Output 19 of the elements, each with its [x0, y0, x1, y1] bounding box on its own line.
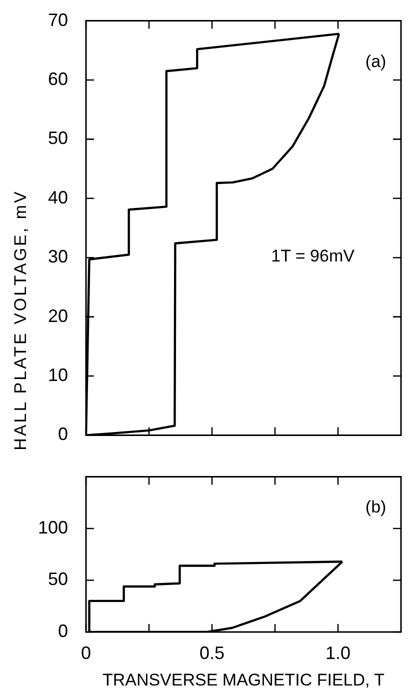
y-tick-label: 0	[58, 424, 68, 444]
y-tick-label: 70	[48, 10, 68, 30]
y-tick-label: 10	[48, 364, 68, 385]
y-axis-title: HALL PLATE VOLTAGE, mV	[11, 190, 31, 450]
annotation: (b)	[365, 498, 386, 517]
y-tick-label: 60	[48, 68, 68, 89]
x-axis-title: TRANSVERSE MAGNETIC FIELD, T	[102, 670, 385, 690]
annotation: (a)	[365, 52, 386, 71]
x-tick-label: 1.0	[325, 642, 351, 663]
y-tick-label: 50	[48, 128, 68, 148]
y-tick-label: 20	[48, 306, 68, 326]
x-tick-label: 0	[80, 642, 92, 663]
y-tick-label: 40	[48, 187, 68, 208]
y-tick-label: 100	[38, 518, 68, 538]
y-tick-label: 50	[48, 569, 68, 590]
y-tick-label: 0	[58, 620, 68, 641]
annotation: 1T = 96mV	[271, 246, 356, 266]
x-tick-label: 0.5	[199, 642, 225, 663]
y-tick-label: 30	[48, 246, 68, 267]
